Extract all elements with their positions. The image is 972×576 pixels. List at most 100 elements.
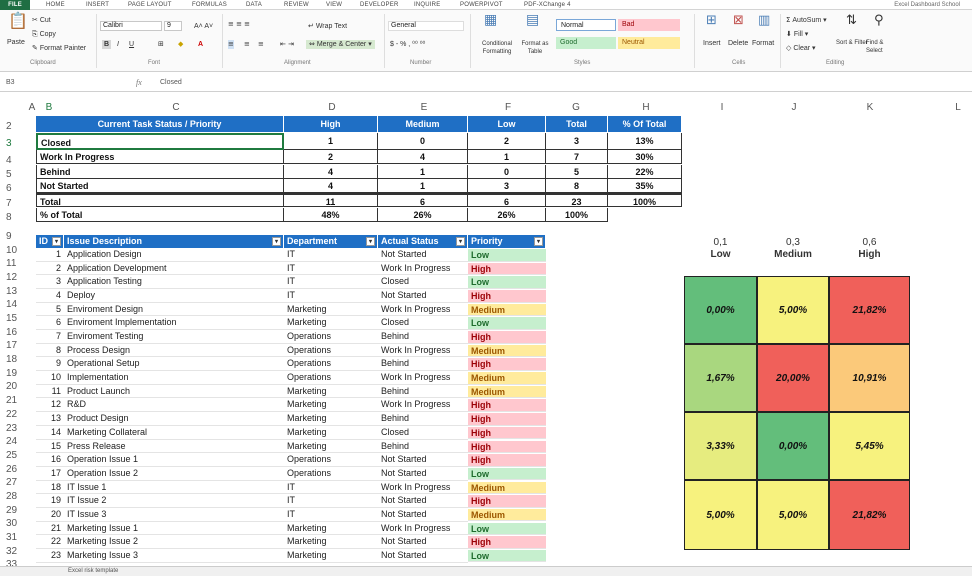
style-bad[interactable]: Bad: [618, 19, 680, 31]
issue-description[interactable]: Operation Issue 2: [64, 467, 284, 481]
summary-cell[interactable]: 1: [468, 150, 546, 164]
row-number[interactable]: 29: [6, 504, 18, 516]
issue-description[interactable]: Enviroment Design: [64, 303, 284, 317]
number-format-buttons[interactable]: $ - % , ⁰⁰ ⁰⁰: [390, 41, 426, 48]
issue-description[interactable]: IT Issue 1: [64, 481, 284, 495]
summary-cell[interactable]: 48%: [284, 208, 378, 222]
tab-file[interactable]: FILE: [0, 0, 30, 10]
row-number[interactable]: 30: [6, 518, 18, 530]
issue-description[interactable]: Marketing Collateral: [64, 426, 284, 440]
tab-insert[interactable]: INSERT: [86, 2, 110, 8]
row-number[interactable]: 20: [6, 381, 18, 393]
tab-review[interactable]: REVIEW: [284, 2, 309, 8]
align-center-icon[interactable]: ≡: [244, 40, 250, 48]
issues-header[interactable]: ID ▾: [36, 235, 63, 248]
indent-icon[interactable]: ⇤ ⇥: [280, 40, 294, 48]
format-as-table-icon[interactable]: ▤: [526, 12, 540, 28]
row-number[interactable]: 18: [6, 354, 18, 366]
row-number[interactable]: 26: [6, 463, 18, 475]
heatmap-cell[interactable]: 1,67%: [684, 344, 757, 412]
summary-row-label[interactable]: Work In Progress: [36, 150, 284, 164]
summary-cell[interactable]: 100%: [546, 208, 608, 222]
style-normal[interactable]: Normal: [556, 19, 616, 31]
col-header-k[interactable]: K: [866, 102, 874, 113]
col-header-b[interactable]: B: [45, 102, 53, 113]
conditional-formatting-icon[interactable]: ▦: [484, 12, 498, 28]
tab-inquire[interactable]: INQUIRE: [414, 2, 441, 8]
autosum-button[interactable]: Σ AutoSum ▾: [786, 16, 827, 24]
row-number[interactable]: 10: [6, 244, 18, 256]
summary-cell[interactable]: 4: [378, 150, 468, 164]
tab-powerpivot[interactable]: POWERPIVOT: [460, 2, 503, 8]
row-number[interactable]: 25: [6, 449, 18, 461]
heatmap-cell[interactable]: 21,82%: [829, 480, 910, 550]
row-number[interactable]: 32: [6, 545, 18, 557]
fill-color-icon[interactable]: ◆: [178, 40, 184, 48]
heatmap-cell[interactable]: 5,00%: [757, 480, 829, 550]
formula-input[interactable]: Closed: [160, 79, 182, 86]
bold-button[interactable]: B: [102, 40, 112, 49]
filter-dropdown-icon[interactable]: ▾: [52, 237, 61, 246]
heatmap-cell[interactable]: 5,00%: [684, 480, 757, 550]
issue-description[interactable]: Application Development: [64, 262, 284, 276]
summary-cell[interactable]: 22%: [608, 165, 682, 179]
issue-description[interactable]: Press Release: [64, 440, 284, 454]
issue-description[interactable]: Marketing Issue 2: [64, 535, 284, 549]
filter-dropdown-icon[interactable]: ▾: [366, 237, 375, 246]
summary-cell[interactable]: 2: [284, 150, 378, 164]
sort-filter-button[interactable]: Sort & Filter: [836, 40, 868, 46]
summary-cell[interactable]: 4: [284, 165, 378, 179]
row-number[interactable]: 19: [6, 367, 18, 379]
find-select-button[interactable]: Find & Select: [866, 40, 884, 54]
summary-cell[interactable]: 1: [378, 165, 468, 179]
row-number[interactable]: 23: [6, 422, 18, 434]
worksheet[interactable]: A B C D E F G H I J K L 2 3 4 5 6 7 8 9 10 11 12 13…: [0, 96, 972, 576]
paste-icon[interactable]: 📋: [8, 11, 28, 30]
col-header-c[interactable]: C: [172, 102, 180, 113]
col-header-i[interactable]: I: [720, 102, 724, 113]
summary-row-label[interactable]: Total: [36, 193, 284, 207]
row-number[interactable]: 12: [6, 272, 18, 284]
tab-data[interactable]: DATA: [246, 2, 262, 8]
delete-button[interactable]: Delete: [728, 40, 749, 47]
row-number[interactable]: 3: [6, 138, 12, 149]
col-header-j[interactable]: J: [791, 102, 797, 113]
underline-button[interactable]: U: [129, 41, 135, 48]
summary-cell[interactable]: 6: [378, 193, 468, 207]
heatmap-cell[interactable]: 5,00%: [757, 276, 829, 344]
fill-button[interactable]: ⬇ Fill ▾: [786, 30, 809, 38]
issue-description[interactable]: IT Issue 3: [64, 508, 284, 522]
copy-button[interactable]: ⎘ Copy: [32, 30, 56, 39]
summary-cell[interactable]: 4: [284, 179, 378, 193]
issue-description[interactable]: Operational Setup: [64, 357, 284, 372]
col-header-f[interactable]: F: [504, 102, 512, 113]
format-as-table-button[interactable]: Format as Table: [521, 41, 549, 55]
summary-cell[interactable]: 11: [284, 193, 378, 207]
summary-cell[interactable]: 35%: [608, 179, 682, 193]
col-header-d[interactable]: D: [328, 102, 336, 113]
summary-cell[interactable]: 3: [546, 133, 608, 150]
wrap-text-button[interactable]: ↵ Wrap Text: [308, 22, 347, 31]
filter-dropdown-icon[interactable]: ▾: [272, 237, 281, 246]
format-cells-icon[interactable]: ▥: [758, 13, 771, 28]
heatmap-cell[interactable]: 0,00%: [757, 412, 829, 480]
summary-cell[interactable]: 2: [468, 133, 546, 150]
summary-cell[interactable]: 0: [378, 133, 468, 150]
col-header-l[interactable]: L: [955, 102, 961, 113]
tab-developer[interactable]: DEVELOPER: [360, 2, 399, 8]
sort-filter-icon[interactable]: ⇅: [846, 13, 857, 28]
issue-description[interactable]: Application Testing: [64, 275, 284, 290]
summary-cell[interactable]: 13%: [608, 133, 682, 150]
sheet-tab[interactable]: Excel risk template: [68, 568, 119, 574]
row-number[interactable]: 33: [6, 559, 18, 571]
name-box[interactable]: B3: [6, 79, 15, 86]
issues-header[interactable]: Issue Description ▾: [64, 235, 283, 248]
issue-description[interactable]: Implementation: [64, 371, 284, 385]
issue-description[interactable]: Marketing Issue 3: [64, 549, 284, 563]
row-number[interactable]: 13: [6, 285, 18, 297]
summary-cell[interactable]: 0: [468, 165, 546, 179]
row-number[interactable]: 24: [6, 436, 18, 448]
heatmap-cell[interactable]: 10,91%: [829, 344, 910, 412]
summary-cell[interactable]: 6: [468, 193, 546, 207]
issue-description[interactable]: Product Design: [64, 412, 284, 426]
